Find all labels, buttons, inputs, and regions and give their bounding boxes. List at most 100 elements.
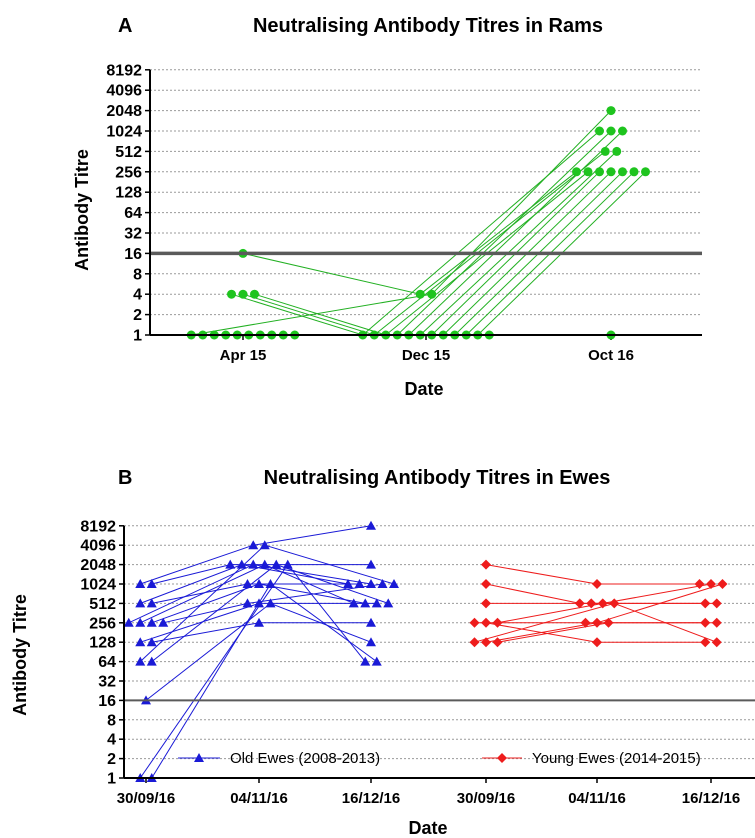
legend-old-ewes-label: Old Ewes (2008-2013) [230,750,380,767]
chart-b-title: Neutralising Antibody Titres in Ewes [264,467,611,489]
data-point [135,617,146,627]
data-point [469,637,480,648]
data-point [254,579,264,588]
y-tick-label: 64 [124,205,142,222]
data-point [265,598,276,608]
data-point [135,656,146,666]
x-tick-label: Oct 16 [588,347,634,364]
legend-young-ewes-label: Young Ewes (2014-2015) [532,750,701,767]
data-point [606,126,616,136]
series-line [151,564,389,662]
data-point [225,559,236,569]
y-tick-label: 256 [115,164,142,181]
data-point [343,579,353,588]
chart-b-points [123,520,728,782]
data-point [572,167,581,177]
data-point [574,598,585,609]
y-tick-label: 4 [133,287,142,304]
data-point [629,167,639,177]
data-point [360,656,371,666]
y-tick-label: 8 [107,712,116,729]
chart-b-series-lines [128,525,723,779]
data-point [248,559,259,569]
data-point [580,617,591,628]
series-line [485,583,723,643]
legend-old-ewes-triangle-icon [194,753,204,762]
data-point [158,617,169,627]
x-tick-label: 04/11/16 [568,790,626,807]
y-tick-label: 1024 [80,577,116,594]
data-point [238,289,248,299]
series-line [139,563,366,779]
y-tick-label: 1024 [106,124,142,141]
legend-item-young-ewes: Young Ewes (2014-2015) [482,750,701,767]
data-point [592,617,602,628]
y-tick-label: 32 [98,674,116,691]
y-tick-label: 1 [107,771,116,788]
y-tick-label: 256 [89,615,116,632]
data-point [427,289,437,299]
data-point [618,126,627,136]
data-point [265,579,276,588]
chart-a-title: Neutralising Antibody Titres in Rams [253,15,603,37]
y-tick-label: 4096 [106,83,142,100]
data-point [641,167,650,177]
data-point [236,559,247,569]
data-point [711,598,722,609]
data-point [606,106,616,116]
y-tick-label: 1 [133,328,142,345]
data-point [135,598,146,608]
chart-a-series-lines [191,110,646,336]
data-point [583,167,593,177]
x-tick-label: 04/11/16 [230,790,288,807]
chart-b-y-axis-label: Antibody Titre [10,594,30,716]
data-point [135,637,146,647]
y-tick-label: 2 [107,751,116,768]
data-point [597,598,608,609]
x-tick-label: 30/09/16 [117,790,175,807]
y-tick-label: 16 [124,246,142,263]
data-point [595,167,604,177]
data-point [227,289,236,299]
data-point [389,579,399,588]
y-tick-label: 2048 [106,103,142,120]
data-point [259,540,270,550]
data-point [706,579,716,589]
x-tick-label: 16/12/16 [342,790,400,807]
chart-a-points [186,106,650,340]
data-point [366,637,376,647]
data-point [146,637,157,647]
chart-a-x-axis-label: Date [404,379,443,399]
chart-a-y-axis-label: Antibody Titre [72,149,92,271]
data-point [694,579,705,589]
y-tick-label: 512 [89,596,116,613]
data-point [254,598,264,608]
y-tick-label: 4 [107,732,116,749]
data-point [348,598,359,608]
data-point [360,598,371,608]
panel-a-letter: A [118,15,132,37]
x-tick-label: 30/09/16 [457,790,515,807]
data-point [146,598,157,608]
series-line [485,564,700,585]
chart-b-x-axis-label: Date [408,818,447,838]
chart-b-x-ticks: 30/09/16 04/11/16 16/12/16 30/09/16 04/11/16… [117,778,740,807]
chart-a-y-ticks: 1 2 4 8 16 32 64 128 256 512 1024 2048 4096 8192 [106,62,150,345]
chart-b-legend: Old Ewes (2008-2013) Young Ewes (2014-20… [178,750,701,767]
series-line [140,525,372,585]
data-point [609,598,620,609]
data-point [481,617,491,628]
data-point [383,598,394,608]
x-tick-label: Apr 15 [220,347,267,364]
y-tick-label: 32 [124,226,142,243]
data-point [371,656,382,666]
data-point [600,146,610,156]
panel-b-letter: B [118,467,132,489]
data-point [481,579,491,589]
chart-a-gridlines [150,69,702,316]
y-tick-label: 64 [98,654,116,671]
data-point [366,559,376,569]
y-tick-label: 4096 [80,538,116,555]
data-point [146,579,157,588]
